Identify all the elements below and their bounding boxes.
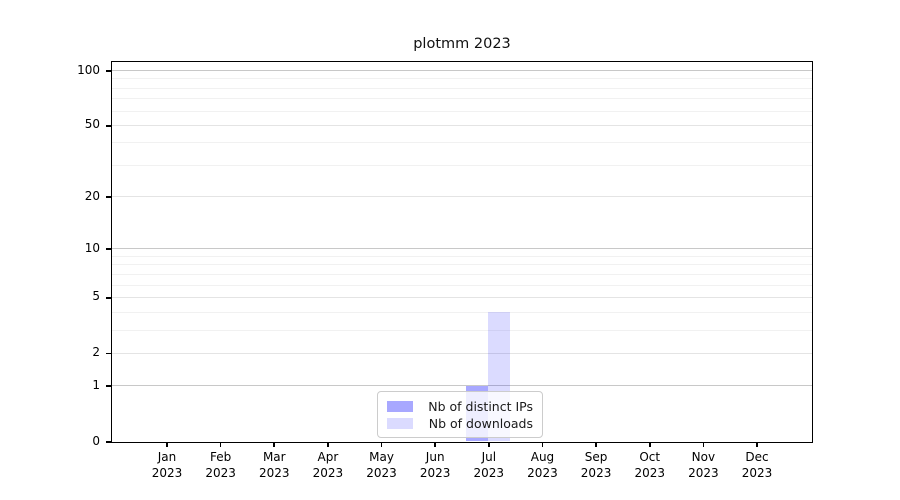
chart-title: plotmm 2023 [413, 36, 511, 52]
y-axis-tick [105, 297, 112, 299]
x-tick-label-month: Feb [210, 450, 232, 464]
x-tick-label: Nov 2023 [673, 449, 733, 481]
legend-label-downloads: Nb of downloads [428, 415, 533, 431]
x-tick-label-year: 2023 [258, 466, 290, 480]
gridline-minor [111, 284, 812, 286]
y-tick-label: 50 [84, 117, 100, 132]
y-axis-tick [105, 196, 112, 199]
y-tick-label: 5 [92, 289, 100, 304]
gridline-minor [111, 78, 812, 80]
x-tick-label-month: Oct [639, 450, 661, 464]
gridline-major [111, 196, 812, 198]
x-axis-tick [327, 442, 329, 447]
gridline-major [111, 248, 812, 250]
x-tick-label-month: May [369, 450, 394, 464]
x-tick-label-year: 2023 [419, 466, 451, 480]
gridline-minor [111, 142, 812, 144]
legend: Nb of distinct IPs Nb of downloads [377, 391, 543, 438]
x-tick-label-month: Nov [691, 450, 716, 464]
x-tick-label: Aug 2023 [512, 449, 572, 481]
y-axis-tick [105, 441, 112, 443]
x-axis-tick [166, 442, 168, 447]
x-tick-label: Oct 2023 [620, 449, 680, 481]
x-tick-label-year: 2023 [205, 466, 236, 480]
gridline-minor [111, 164, 812, 166]
y-tick-label: 2 [92, 345, 100, 360]
x-tick-label-year: 2023 [473, 466, 505, 480]
x-tick-label: Jan 2023 [137, 449, 197, 481]
x-tick-label-year: 2023 [312, 466, 344, 480]
y-tick-label: 1 [92, 377, 100, 392]
gridline-minor [111, 264, 812, 266]
x-axis-tick [380, 442, 383, 447]
x-tick-label: Sep 2023 [566, 449, 626, 481]
x-tick-label-year: 2023 [151, 466, 183, 480]
x-axis-tick [434, 442, 436, 447]
y-tick-label: 10 [84, 240, 100, 255]
gridline-minor [111, 311, 812, 313]
x-tick-label: Jun 2023 [405, 449, 465, 481]
x-axis-tick [702, 442, 705, 447]
x-tick-label-month: Aug [530, 450, 555, 464]
y-axis-tick [105, 352, 112, 355]
x-tick-label-month: Mar [262, 450, 286, 464]
gridline-major [111, 385, 812, 387]
y-axis-tick [105, 125, 112, 127]
x-tick-label-year: 2023 [366, 466, 397, 480]
gridline-minor [111, 110, 812, 112]
x-tick-label: Dec 2023 [727, 449, 787, 481]
y-tick-label: 20 [84, 188, 100, 203]
x-axis-tick [273, 442, 276, 447]
x-tick-label-year: 2023 [527, 466, 558, 480]
legend-item-distinct-ips: Nb of distinct IPs [387, 398, 533, 414]
x-tick-label: Apr 2023 [298, 449, 358, 481]
y-axis-tick [105, 385, 112, 388]
gridline-major [111, 124, 812, 126]
x-tick-label: Jul 2023 [459, 449, 519, 481]
gridline-minor [111, 87, 812, 89]
x-tick-label-month: Jul [481, 450, 497, 464]
plot-area [110, 60, 813, 443]
gridline-minor [111, 98, 812, 100]
y-axis-tick [105, 248, 112, 251]
legend-swatch-downloads [387, 417, 413, 429]
x-tick-label-month: Jan [157, 450, 177, 464]
y-tick-label: 100 [77, 62, 100, 77]
x-tick-label-month: Dec [745, 450, 769, 464]
x-axis-tick [595, 442, 597, 447]
x-tick-label-year: 2023 [741, 466, 773, 480]
gridline-major [111, 296, 812, 298]
x-tick-label-month: Sep [584, 450, 608, 464]
gridline-minor [111, 255, 812, 257]
gridline-minor [111, 329, 812, 331]
x-tick-label-year: 2023 [634, 466, 665, 480]
gridline-major [111, 70, 812, 71]
x-tick-label: Mar 2023 [244, 449, 304, 481]
x-axis-tick [488, 442, 490, 447]
x-axis-tick [541, 442, 544, 447]
x-tick-label: Feb 2023 [191, 449, 251, 481]
legend-label-distinct-ips: Nb of distinct IPs [428, 398, 533, 414]
x-tick-label-month: Jun [425, 450, 445, 464]
gridline-minor [111, 273, 812, 275]
legend-swatch-distinct-ips [387, 400, 413, 412]
x-axis-tick [648, 442, 651, 447]
x-tick-label-year: 2023 [580, 466, 612, 480]
x-tick-label-month: Apr [317, 450, 339, 464]
x-tick-label-year: 2023 [688, 466, 719, 480]
x-tick-label: May 2023 [352, 449, 412, 481]
gridline-major [111, 352, 812, 354]
x-axis-tick [756, 442, 758, 447]
y-axis-tick [105, 70, 112, 72]
y-tick-label: 0 [92, 433, 100, 448]
x-axis-tick [219, 442, 222, 447]
legend-item-downloads: Nb of downloads [387, 415, 533, 431]
